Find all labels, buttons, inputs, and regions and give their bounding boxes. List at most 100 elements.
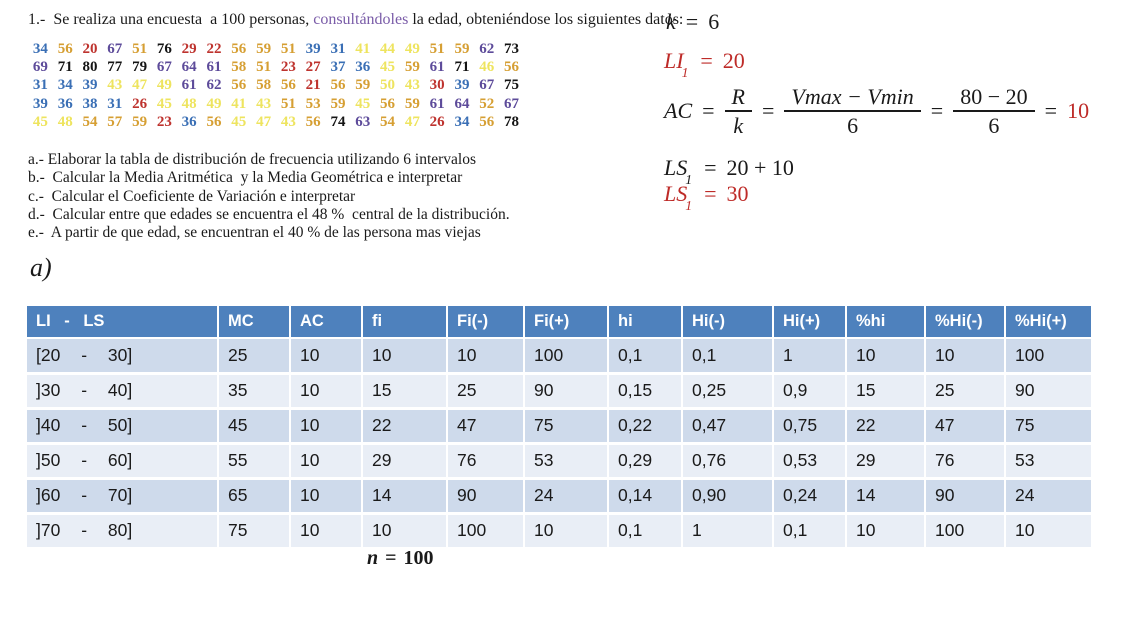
value-cell: 100 [925,513,1006,550]
age-value: 67 [156,59,172,76]
age-value: 58 [256,77,272,94]
age-value: 57 [107,113,123,130]
formula-variable: LS1 [664,181,693,213]
question-item: b.- Calcular la Media Aritmética y la Me… [28,169,463,187]
equals-sign: = [700,48,713,73]
age-value: 34 [57,77,73,94]
age-value: 78 [504,113,520,130]
age-value: 31 [107,95,123,112]
formula-variable: k [666,9,676,34]
table-row: ]70 - 80] 75 10 10 100 10 0,1 1 0,1 10 100 10 [27,513,1093,550]
table-row: [20 - 30] 25 10 10 10 100 0,1 0,1 1 10 10 100 [27,338,1093,375]
age-value: 45 [156,95,172,112]
value-cell: 25 [218,338,291,375]
age-value: 61 [181,77,197,94]
formula-k: k = 6 [666,9,719,35]
title-highlight: consultándoles [313,11,409,28]
formula-value: 20 [722,48,745,73]
age-value: 50 [380,77,396,94]
value-cell: 45 [218,408,291,445]
problem-statement: 1.- Se realiza una encuesta a 100 person… [28,11,683,29]
age-value: 56 [206,113,222,130]
age-value: 56 [380,95,396,112]
question-item: d.- Calcular entre que edades se encuent… [28,205,510,223]
age-value: 59 [256,41,272,57]
age-value: 30 [429,77,445,94]
age-value: 56 [57,41,73,57]
interval-cell: ]30 - 40] [27,373,219,410]
age-value: 62 [206,77,222,94]
age-value: 67 [479,77,495,94]
value-cell: 25 [447,373,525,410]
value-cell: 0,1 [773,513,847,550]
value-cell: 0,76 [682,443,774,480]
age-value: 56 [330,77,346,94]
value-cell: 15 [846,373,926,410]
age-value: 41 [231,95,247,112]
age-value: 61 [429,95,445,112]
table-row: ]30 - 40] 35 10 15 25 90 0,15 0,25 0,9 15 25 90 [27,373,1093,410]
table-row: ]50 - 60] 55 10 29 76 53 0,29 0,76 0,53 29 76 53 [27,443,1093,480]
age-value: 34 [454,113,470,130]
age-value: 71 [57,59,73,76]
age-value: 45 [32,113,48,130]
value-cell: 10 [290,443,363,480]
age-value: 39 [454,77,470,94]
age-value: 51 [280,41,296,57]
age-value: 59 [330,95,346,112]
value-cell: 10 [290,478,363,515]
equals-sign: = [704,155,717,180]
value-cell: 10 [362,513,448,550]
value-cell: 15 [362,373,448,410]
equals-sign: = [930,98,944,124]
value-cell: 47 [447,408,525,445]
age-value: 64 [181,59,197,76]
formula-value: 20 + 10 [726,155,794,180]
value-cell: 10 [362,338,448,375]
interval-cell: ]60 - 70] [27,478,219,515]
age-value: 47 [404,113,420,130]
age-value: 52 [479,95,495,112]
question-item: c.- Calcular el Coeficiente de Variación… [28,187,356,205]
interval-cell: [20 - 30] [27,338,219,375]
equals-sign: = [702,98,715,124]
age-value: 80 [82,59,98,76]
age-value: 53 [305,95,321,112]
age-value: 59 [454,41,470,57]
value-cell: 100 [447,513,525,550]
age-value: 26 [429,113,445,130]
value-cell: 1 [773,338,847,375]
age-value: 23 [156,113,172,130]
age-value: 45 [380,59,396,76]
value-cell: 0,47 [682,408,774,445]
age-value: 59 [404,59,420,76]
fraction-80-20: 80 − 20 6 [953,84,1035,139]
age-value: 54 [380,113,396,130]
age-value: 71 [454,59,470,76]
age-value: 54 [82,113,98,130]
column-header: Hi(+) [773,306,847,339]
age-value: 39 [32,95,48,112]
age-value: 74 [330,113,346,130]
age-value: 56 [280,77,296,94]
age-value: 56 [479,113,495,130]
value-cell: 76 [447,443,525,480]
column-header: fi [362,306,448,339]
table-row: ]60 - 70] 65 10 14 90 24 0,14 0,90 0,24 14 90 24 [27,478,1093,515]
value-cell: 24 [1005,478,1093,515]
value-cell: 10 [290,513,363,550]
question-list: a.- Elaborar la tabla de distribución de… [28,151,510,242]
age-value: 48 [57,113,73,130]
column-header: Hi(-) [682,306,774,339]
value-cell: 10 [290,338,363,375]
title-suffix: la edad, obteniéndose los siguientes dat… [408,11,684,28]
interval-cell: ]70 - 80] [27,513,219,550]
formula-ls1-result: LS1 = 30 [664,181,748,213]
age-value: 43 [280,113,296,130]
value-cell: 75 [218,513,291,550]
age-value: 62 [479,41,495,57]
formula-ls1-sum: LS1 = 20 + 10 [664,155,794,186]
age-value: 39 [305,41,321,57]
age-value: 27 [305,59,321,76]
value-cell: 0,9 [773,373,847,410]
